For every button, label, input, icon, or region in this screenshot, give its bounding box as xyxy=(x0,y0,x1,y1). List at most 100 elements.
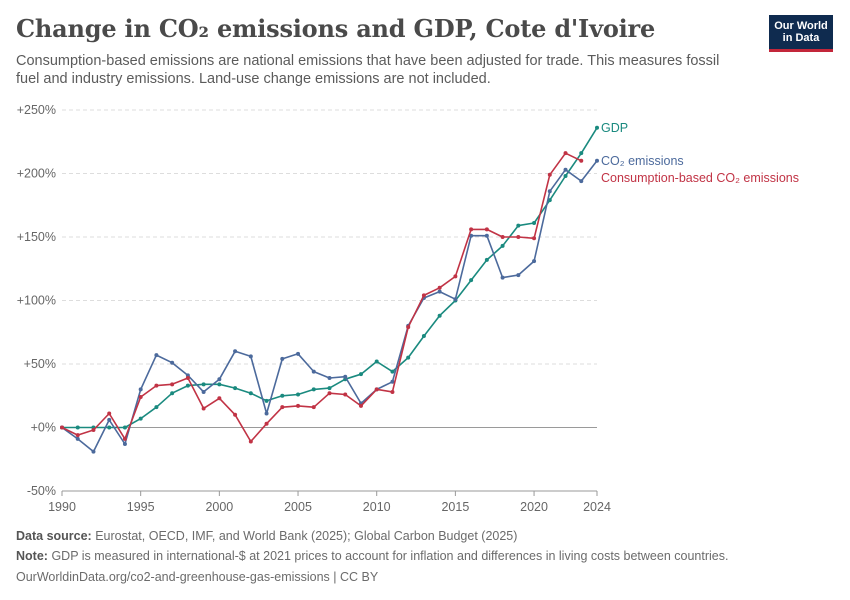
data-point[interactable] xyxy=(248,391,253,396)
data-point[interactable] xyxy=(170,360,175,365)
data-point[interactable] xyxy=(107,411,112,416)
data-point[interactable] xyxy=(154,383,159,388)
data-point[interactable] xyxy=(154,353,159,358)
data-point[interactable] xyxy=(358,403,363,408)
data-point[interactable] xyxy=(390,389,395,394)
data-point[interactable] xyxy=(343,392,348,397)
series-line-1[interactable] xyxy=(61,160,598,453)
data-point[interactable] xyxy=(201,406,206,411)
data-point[interactable] xyxy=(516,223,521,228)
data-point[interactable] xyxy=(374,359,379,364)
data-point[interactable] xyxy=(185,375,190,380)
data-point[interactable] xyxy=(91,428,96,433)
data-point[interactable] xyxy=(296,351,301,356)
data-point[interactable] xyxy=(138,395,143,400)
data-point[interactable] xyxy=(563,167,568,172)
data-point[interactable] xyxy=(170,391,175,396)
data-point[interactable] xyxy=(75,425,80,430)
data-point[interactable] xyxy=(453,274,458,279)
data-point[interactable] xyxy=(327,391,332,396)
data-point[interactable] xyxy=(532,236,537,241)
data-point[interactable] xyxy=(217,396,222,401)
data-point[interactable] xyxy=(233,412,238,417)
y-tick-label: +0% xyxy=(31,421,56,435)
data-point[interactable] xyxy=(406,325,411,330)
data-point[interactable] xyxy=(563,151,568,156)
data-point[interactable] xyxy=(122,436,127,441)
data-point[interactable] xyxy=(437,289,442,294)
data-point[interactable] xyxy=(154,405,159,410)
data-point[interactable] xyxy=(484,257,489,262)
data-point[interactable] xyxy=(469,227,474,232)
data-point[interactable] xyxy=(296,392,301,397)
data-point[interactable] xyxy=(595,158,599,163)
data-point[interactable] xyxy=(75,436,80,441)
data-point[interactable] xyxy=(595,125,599,130)
series-line-0[interactable] xyxy=(62,127,598,429)
data-point[interactable] xyxy=(138,387,143,392)
data-point[interactable] xyxy=(233,349,238,354)
data-point[interactable] xyxy=(484,233,489,238)
data-point[interactable] xyxy=(170,382,175,387)
data-point[interactable] xyxy=(217,382,222,387)
data-point[interactable] xyxy=(122,442,127,447)
data-point[interactable] xyxy=(264,421,269,426)
data-point[interactable] xyxy=(516,273,521,278)
data-point[interactable] xyxy=(185,383,190,388)
data-point[interactable] xyxy=(358,372,363,377)
data-point[interactable] xyxy=(453,297,458,302)
data-point[interactable] xyxy=(264,398,269,403)
data-point[interactable] xyxy=(579,158,584,163)
data-point[interactable] xyxy=(437,285,442,290)
data-point[interactable] xyxy=(264,411,269,416)
data-point[interactable] xyxy=(327,386,332,391)
data-point[interactable] xyxy=(233,386,238,391)
data-point[interactable] xyxy=(311,369,316,374)
data-point[interactable] xyxy=(296,403,301,408)
data-point[interactable] xyxy=(500,235,505,239)
data-source-text[interactable]: Eurostat, OECD, IMF, and World Bank (202… xyxy=(95,529,518,543)
data-point[interactable] xyxy=(217,377,222,382)
data-point[interactable] xyxy=(516,235,521,239)
data-point[interactable] xyxy=(201,382,206,387)
data-point[interactable] xyxy=(437,313,442,318)
data-point[interactable] xyxy=(532,259,537,264)
data-point[interactable] xyxy=(248,439,253,444)
series-lines[interactable] xyxy=(60,125,599,454)
data-point[interactable] xyxy=(579,151,584,156)
data-point[interactable] xyxy=(280,405,285,410)
data-point[interactable] xyxy=(91,449,96,454)
data-point[interactable] xyxy=(343,374,348,379)
data-point[interactable] xyxy=(406,355,411,360)
data-point[interactable] xyxy=(280,356,285,361)
data-point[interactable] xyxy=(469,278,474,283)
series-line-2[interactable] xyxy=(61,152,582,443)
data-point[interactable] xyxy=(563,174,568,179)
data-point[interactable] xyxy=(280,393,285,398)
data-point[interactable] xyxy=(421,293,426,298)
data-point[interactable] xyxy=(547,189,552,194)
data-point[interactable] xyxy=(327,375,332,380)
data-point[interactable] xyxy=(579,179,584,184)
data-point[interactable] xyxy=(107,417,112,422)
data-point[interactable] xyxy=(138,416,143,421)
data-point[interactable] xyxy=(248,354,253,359)
data-point[interactable] xyxy=(390,369,395,374)
data-point[interactable] xyxy=(122,425,127,430)
credit-link[interactable]: OurWorldinData.org/co2-and-greenhouse-ga… xyxy=(16,570,379,584)
data-point[interactable] xyxy=(107,425,112,430)
data-point[interactable] xyxy=(547,172,552,177)
data-point[interactable] xyxy=(390,379,395,384)
data-point[interactable] xyxy=(532,221,537,226)
data-point[interactable] xyxy=(311,405,316,410)
data-point[interactable] xyxy=(201,389,206,394)
data-point[interactable] xyxy=(484,227,489,232)
owid-logo[interactable]: Our World in Data xyxy=(769,15,833,52)
data-point[interactable] xyxy=(500,275,505,280)
data-point[interactable] xyxy=(421,334,426,339)
data-point[interactable] xyxy=(311,387,316,392)
data-point[interactable] xyxy=(75,433,80,438)
data-point[interactable] xyxy=(60,425,64,430)
data-point[interactable] xyxy=(500,243,505,248)
data-point[interactable] xyxy=(374,387,379,392)
